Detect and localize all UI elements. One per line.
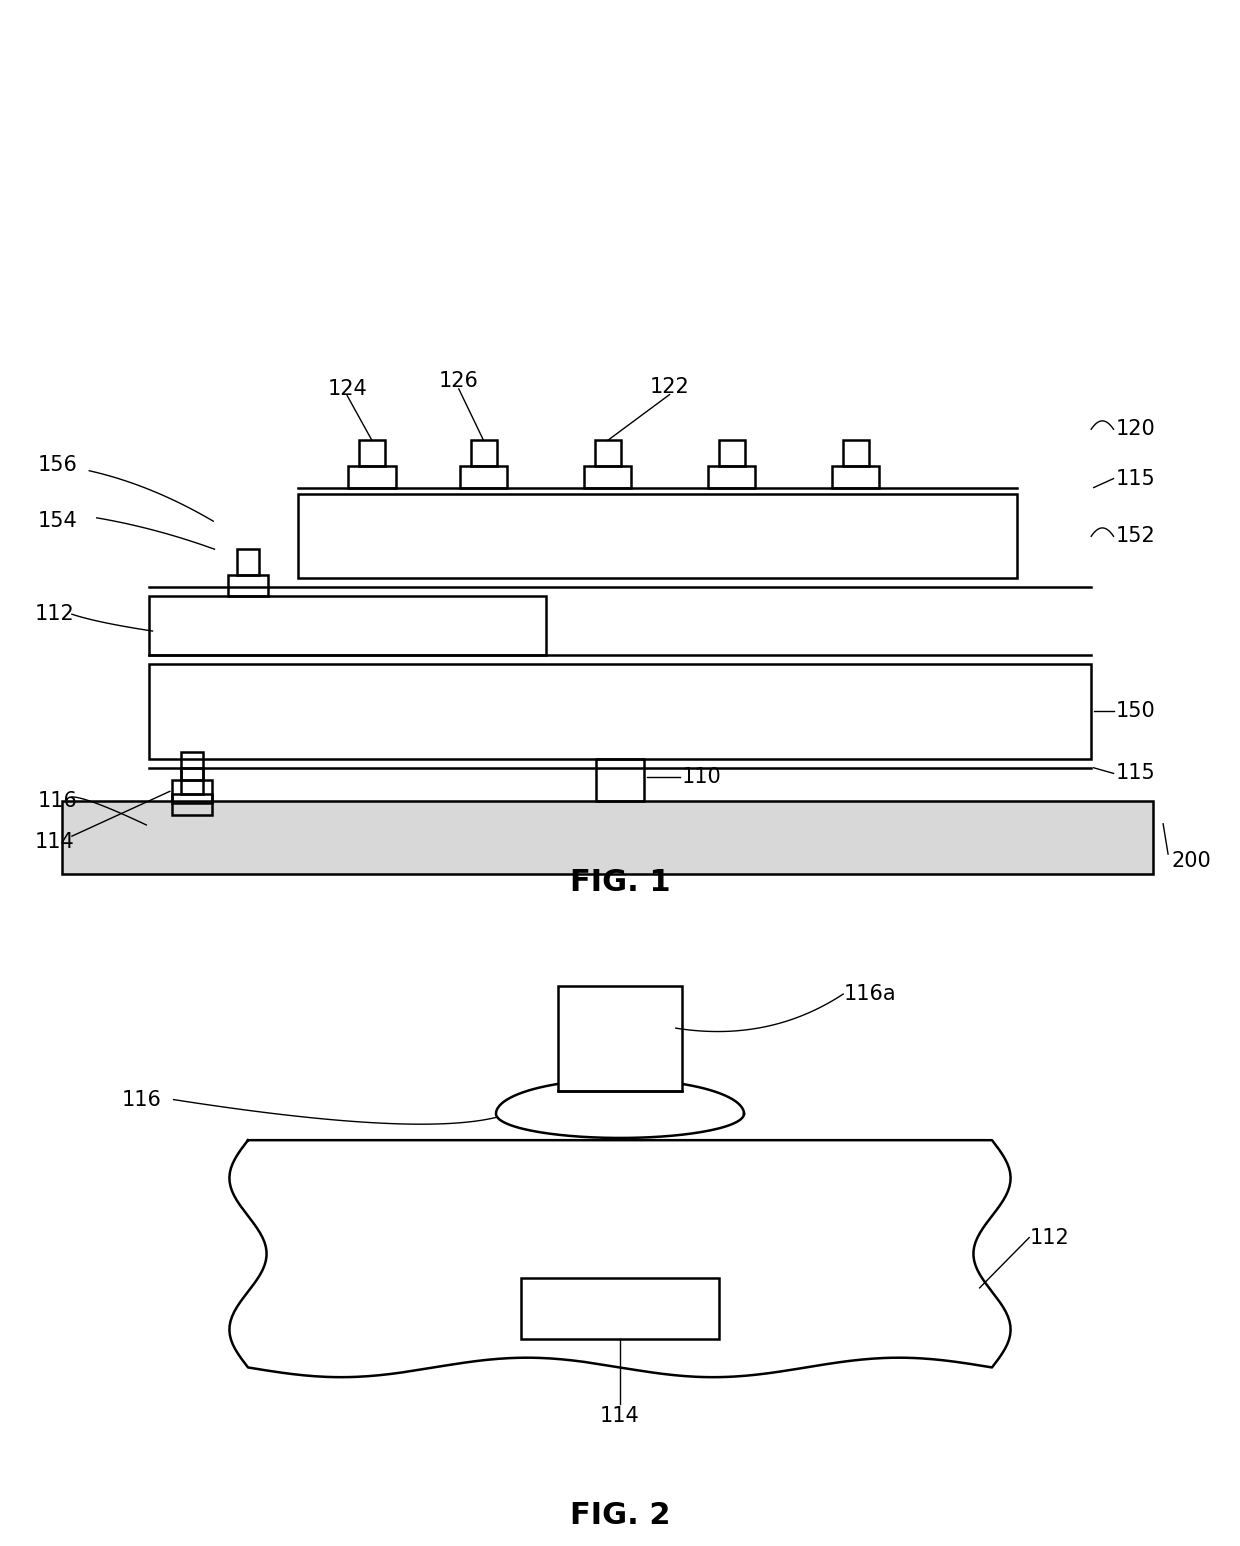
Bar: [708, 467, 755, 487]
Bar: [558, 986, 682, 1091]
Text: 200: 200: [1172, 850, 1211, 870]
Polygon shape: [496, 1079, 744, 1138]
Text: 112: 112: [1029, 1228, 1069, 1248]
Bar: [298, 495, 1017, 578]
Bar: [172, 779, 212, 802]
Text: 154: 154: [37, 512, 77, 532]
Text: 150: 150: [1116, 702, 1156, 720]
Bar: [181, 751, 203, 779]
Text: 116: 116: [37, 792, 77, 812]
Bar: [471, 441, 496, 467]
Bar: [62, 801, 1153, 875]
Text: 120: 120: [1116, 419, 1156, 439]
Text: FIG. 1: FIG. 1: [569, 867, 671, 897]
Bar: [460, 467, 507, 487]
Bar: [149, 597, 546, 654]
Text: 126: 126: [439, 371, 479, 391]
Polygon shape: [558, 1067, 682, 1091]
Text: 116: 116: [122, 1090, 161, 1110]
Bar: [521, 1279, 719, 1339]
Bar: [228, 575, 268, 597]
Bar: [172, 793, 212, 815]
Text: 152: 152: [1116, 526, 1156, 546]
Bar: [719, 441, 744, 467]
Bar: [584, 467, 631, 487]
Text: 156: 156: [37, 455, 77, 475]
Bar: [595, 441, 620, 467]
Bar: [843, 441, 868, 467]
Bar: [149, 663, 1091, 759]
Text: 110: 110: [682, 767, 722, 787]
Bar: [348, 467, 396, 487]
Text: 122: 122: [650, 377, 689, 397]
Text: 114: 114: [600, 1407, 640, 1425]
Bar: [181, 768, 203, 793]
Polygon shape: [229, 1141, 1011, 1377]
Text: FIG. 2: FIG. 2: [569, 1501, 671, 1531]
Bar: [596, 759, 644, 801]
Text: 124: 124: [327, 379, 367, 399]
Bar: [360, 441, 384, 467]
Text: 112: 112: [35, 604, 74, 625]
Text: 115: 115: [1116, 468, 1156, 489]
Bar: [832, 467, 879, 487]
Bar: [237, 549, 259, 575]
Text: 114: 114: [35, 832, 74, 852]
Text: 115: 115: [1116, 764, 1156, 784]
Text: 116a: 116a: [843, 985, 895, 1003]
